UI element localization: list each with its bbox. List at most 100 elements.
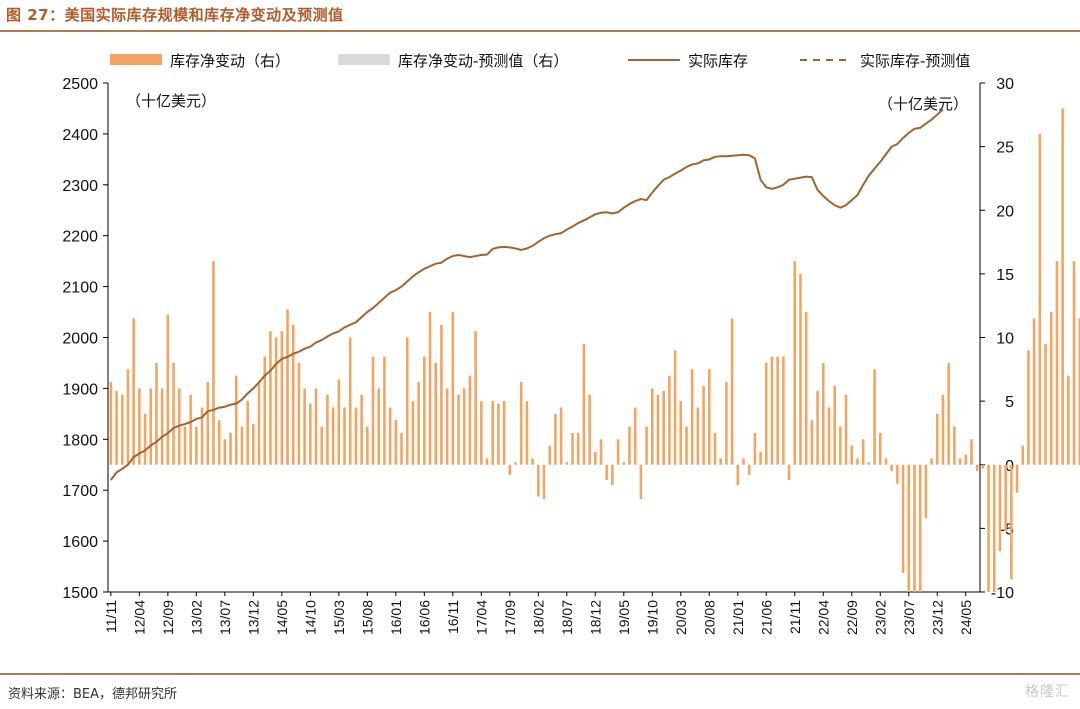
- inventory-change-bar: [702, 385, 705, 465]
- inventory-change-bar: [953, 426, 956, 465]
- x-tick-label: 16/01: [388, 600, 404, 635]
- inventory-change-bar: [297, 362, 301, 465]
- inventory-change-bar: [371, 356, 375, 465]
- legend-label-2: 库存净变动-预测值（右）: [398, 52, 568, 70]
- inventory-change-bar: [394, 420, 398, 465]
- inventory-change-bar: [143, 413, 147, 465]
- inventory-change-bar: [326, 394, 329, 465]
- inventory-change-bar: [1032, 318, 1036, 465]
- legend-swatch-1: [110, 54, 162, 65]
- x-tick-label: 14/10: [302, 600, 318, 635]
- inventory-change-bar: [873, 369, 876, 465]
- inventory-change-bar: [571, 432, 574, 465]
- inventory-change-bar: [200, 407, 204, 465]
- inventory-change-bar: [212, 261, 215, 465]
- x-tick-label: 12/04: [131, 600, 147, 635]
- inventory-change-bar: [1067, 375, 1070, 465]
- inventory-change-bar: [611, 464, 614, 486]
- inventory-change-bar: [240, 426, 244, 465]
- right-tick-label: 0: [1005, 458, 1014, 475]
- inventory-change-bar: [907, 464, 911, 592]
- inventory-change-bar: [639, 464, 643, 500]
- x-tick-label: 17/09: [502, 600, 518, 635]
- left-tick-label: 1800: [62, 432, 98, 449]
- inventory-change-bar: [975, 464, 979, 472]
- inventory-change-bar: [337, 379, 341, 465]
- inventory-change-bar: [1021, 445, 1025, 465]
- inventory-change-bar: [633, 407, 637, 465]
- inventory-change-bar: [1061, 108, 1064, 465]
- title-rule: [0, 30, 1080, 32]
- inventory-change-bar: [525, 401, 529, 465]
- left-tick-label: 1500: [62, 585, 98, 602]
- inventory-change-bar: [799, 273, 802, 465]
- inventory-change-bar: [354, 407, 358, 465]
- x-tick-label: 16/06: [416, 600, 432, 635]
- inventory-change-bar: [622, 462, 626, 465]
- inventory-change-bar: [229, 432, 232, 465]
- inventory-change-bar: [884, 458, 888, 465]
- inventory-change-bar: [531, 458, 534, 465]
- x-tick-label: 12/09: [160, 600, 176, 635]
- inventory-change-bar: [246, 401, 249, 465]
- inventory-change-bar: [115, 390, 118, 465]
- x-tick-label: 24/05: [958, 600, 974, 635]
- inventory-change-bar: [662, 390, 665, 465]
- inventory-change-bar: [599, 439, 603, 465]
- inventory-change-bar: [594, 452, 597, 465]
- inventory-change-bar: [1004, 464, 1007, 531]
- inventory-change-bar: [742, 458, 745, 465]
- inventory-change-bar: [1055, 261, 1059, 465]
- inventory-change-bar: [736, 464, 740, 486]
- inventory-change-bar: [405, 337, 409, 465]
- inventory-change-bar: [206, 382, 210, 465]
- inventory-change-bar: [440, 324, 443, 465]
- inventory-change-bar: [998, 464, 1002, 552]
- inventory-change-bar: [588, 394, 591, 465]
- inventory-change-bar: [428, 312, 432, 465]
- legend-label-3: 实际库存: [688, 52, 748, 70]
- inventory-change-bar: [804, 312, 808, 465]
- right-tick-label: 10: [996, 331, 1014, 348]
- right-unit-label: （十亿美元）: [878, 95, 968, 113]
- inventory-change-bar: [1044, 343, 1047, 465]
- inventory-change-bar: [303, 388, 306, 465]
- right-tick-label: 5: [1005, 394, 1014, 411]
- inventory-change-bar: [280, 331, 284, 465]
- inventory-change-bar: [782, 356, 785, 465]
- inventory-change-bar: [383, 356, 386, 465]
- inventory-change-bar: [725, 382, 728, 465]
- x-tick-label: 20/08: [701, 600, 717, 635]
- inventory-change-bar: [514, 462, 517, 465]
- inventory-change-bar: [992, 464, 996, 592]
- left-tick-label: 2400: [62, 127, 98, 144]
- inventory-change-bar: [217, 420, 221, 465]
- x-tick-label: 23/07: [901, 600, 917, 635]
- x-tick-label: 23/02: [872, 600, 888, 635]
- inventory-change-bar: [747, 464, 751, 475]
- x-tick-label: 14/05: [274, 600, 290, 635]
- inventory-change-bar: [628, 426, 631, 465]
- inventory-change-bar: [508, 464, 512, 475]
- inventory-change-bar: [366, 426, 369, 465]
- inventory-change-bar: [668, 375, 671, 465]
- inventory-change-bar: [707, 369, 711, 465]
- inventory-change-bar: [223, 439, 227, 465]
- x-tick-label: 22/04: [815, 600, 831, 635]
- inventory-change-bar: [1072, 261, 1076, 465]
- inventory-change-bar: [417, 382, 420, 465]
- inventory-change-bar: [645, 426, 648, 465]
- x-tick-label: 18/02: [530, 600, 546, 635]
- inventory-change-bar: [651, 388, 654, 465]
- x-tick-label: 21/11: [787, 600, 803, 634]
- inventory-change-bar: [423, 356, 426, 465]
- inventory-change-bar: [901, 464, 905, 573]
- inventory-change-bar: [605, 464, 608, 481]
- inventory-change-bar: [457, 394, 460, 465]
- inventory-change-bar: [434, 362, 437, 465]
- inventory-change-bar: [155, 362, 158, 465]
- inventory-change-bar: [138, 388, 141, 465]
- legend-label-1: 库存净变动（右）: [170, 52, 290, 70]
- inventory-change-bar: [462, 388, 466, 465]
